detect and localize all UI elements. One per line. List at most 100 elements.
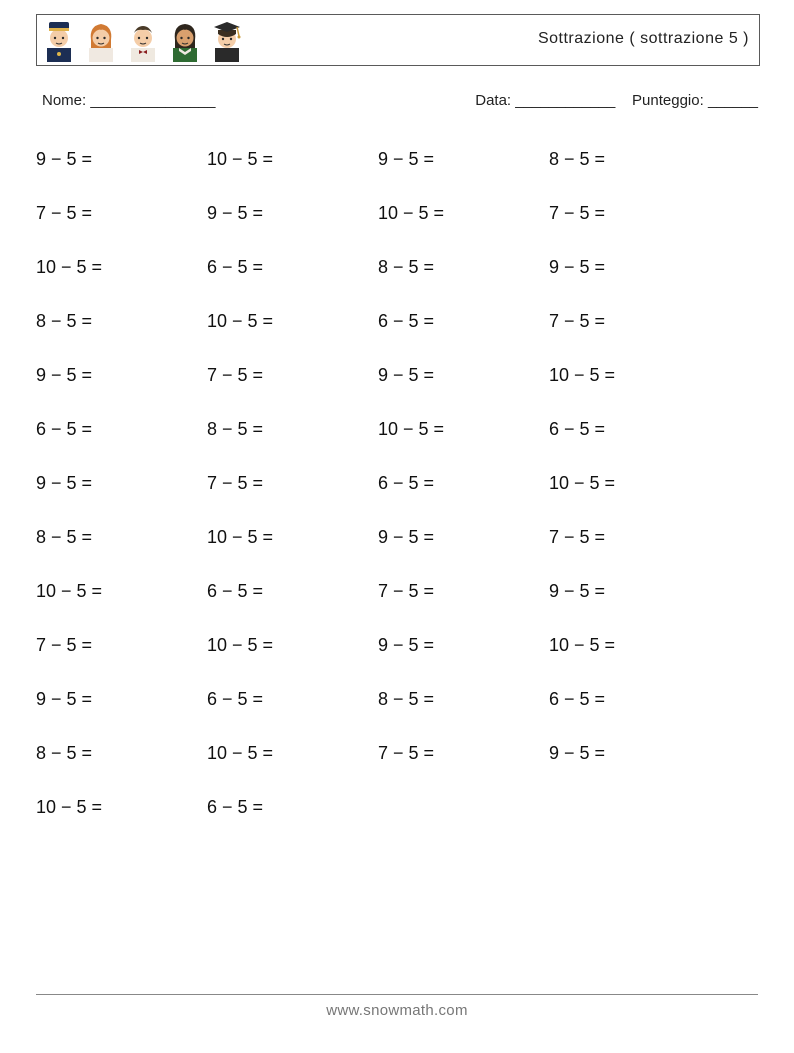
problem-text: 9 − 5 = <box>36 149 92 170</box>
problem-cell: 6 − 5 = <box>207 240 378 294</box>
problem-text: 8 − 5 = <box>207 419 263 440</box>
problem-row: 10 − 5 = 6 − 5 = 8 − 5 = 9 − 5 = <box>36 240 758 294</box>
problem-text: 8 − 5 = <box>36 527 92 548</box>
problem-cell: 10 − 5 = <box>378 186 549 240</box>
problem-text: 6 − 5 = <box>36 419 92 440</box>
problem-text: 8 − 5 = <box>549 149 605 170</box>
problem-cell: 6 − 5 = <box>549 402 720 456</box>
problem-cell: 8 − 5 = <box>378 240 549 294</box>
problem-cell <box>549 780 720 834</box>
problem-text: 6 − 5 = <box>549 419 605 440</box>
problem-text: 6 − 5 = <box>207 689 263 710</box>
problems-grid: 9 − 5 =10 − 5 =9 − 5 =8 − 5 =7 − 5 =9 − … <box>36 132 758 834</box>
problem-cell: 10 − 5 = <box>378 402 549 456</box>
problem-text: 10 − 5 = <box>549 365 615 386</box>
problem-cell: 9 − 5 = <box>549 240 720 294</box>
problem-text: 9 − 5 = <box>378 635 434 656</box>
problem-cell: 8 − 5 = <box>207 402 378 456</box>
problem-text: 10 − 5 = <box>549 635 615 656</box>
problem-cell: 6 − 5 = <box>207 564 378 618</box>
problem-text: 9 − 5 = <box>549 743 605 764</box>
problem-text: 10 − 5 = <box>36 581 102 602</box>
header-box: Sottrazione ( sottrazione 5 ) <box>36 14 760 66</box>
problem-text: 6 − 5 = <box>378 473 434 494</box>
footer-divider <box>36 994 758 995</box>
problem-text: 7 − 5 = <box>549 311 605 332</box>
problem-text: 7 − 5 = <box>36 203 92 224</box>
problem-text: 10 − 5 = <box>36 797 102 818</box>
problem-cell: 7 − 5 = <box>378 564 549 618</box>
avatar-police-icon <box>41 18 77 62</box>
problem-cell: 7 − 5 = <box>36 618 207 672</box>
problem-text: 8 − 5 = <box>378 689 434 710</box>
name-field-label: Nome: _______________ <box>42 92 215 109</box>
problem-cell: 10 − 5 = <box>207 132 378 186</box>
problem-row: 10 − 5 = 6 − 5 = 7 − 5 = 9 − 5 = <box>36 564 758 618</box>
problem-text: 9 − 5 = <box>36 365 92 386</box>
problem-row: 7 − 5 = 9 − 5 = 10 − 5 = 7 − 5 = <box>36 186 758 240</box>
problem-text: 9 − 5 = <box>36 473 92 494</box>
problem-text: 7 − 5 = <box>36 635 92 656</box>
problem-cell: 7 − 5 = <box>207 348 378 402</box>
problem-text: 7 − 5 = <box>378 743 434 764</box>
problem-text: 8 − 5 = <box>36 311 92 332</box>
problem-cell: 6 − 5 = <box>207 780 378 834</box>
problem-cell: 8 − 5 = <box>36 726 207 780</box>
problem-cell: 10 − 5 = <box>207 294 378 348</box>
problem-text: 7 − 5 = <box>378 581 434 602</box>
problem-text: 6 − 5 = <box>207 797 263 818</box>
problem-cell: 9 − 5 = <box>207 186 378 240</box>
info-row: Nome: _______________ Data: ____________… <box>36 92 758 116</box>
problem-text: 10 − 5 = <box>207 635 273 656</box>
avatar-woman-orange-icon <box>83 18 119 62</box>
avatar-woman-green-icon <box>167 18 203 62</box>
problem-text: 9 − 5 = <box>378 527 434 548</box>
problem-cell: 10 − 5 = <box>549 348 720 402</box>
problem-cell: 7 − 5 = <box>549 510 720 564</box>
problem-cell: 6 − 5 = <box>36 402 207 456</box>
problem-cell: 10 − 5 = <box>207 618 378 672</box>
problem-text: 6 − 5 = <box>207 581 263 602</box>
problem-cell: 7 − 5 = <box>549 294 720 348</box>
problem-text: 10 − 5 = <box>549 473 615 494</box>
problem-row: 9 − 5 =6 − 5 =8 − 5 =6 − 5 = <box>36 672 758 726</box>
problem-text: 10 − 5 = <box>207 311 273 332</box>
problem-cell: 9 − 5 = <box>36 132 207 186</box>
problem-text: 9 − 5 = <box>378 149 434 170</box>
problem-cell: 10 − 5 = <box>207 510 378 564</box>
problem-cell: 7 − 5 = <box>36 186 207 240</box>
problem-cell: 7 − 5 = <box>549 186 720 240</box>
avatar-row <box>41 18 251 62</box>
problem-text: 7 − 5 = <box>549 203 605 224</box>
problem-text: 10 − 5 = <box>207 743 273 764</box>
problem-text: 9 − 5 = <box>207 203 263 224</box>
problem-text: 10 − 5 = <box>378 419 444 440</box>
problem-row: 10 − 5 = 6 − 5 = <box>36 780 758 834</box>
problem-cell: 10 − 5 = <box>549 456 720 510</box>
score-field-label: Punteggio: ______ <box>632 92 758 109</box>
problem-row: 6 − 5 = 8 − 5 = 10 − 5 = 6 − 5 = <box>36 402 758 456</box>
problem-text: 6 − 5 = <box>207 257 263 278</box>
problem-cell: 8 − 5 = <box>36 510 207 564</box>
problem-cell: 7 − 5 = <box>207 456 378 510</box>
problem-text: 10 − 5 = <box>36 257 102 278</box>
problem-text: 10 − 5 = <box>378 203 444 224</box>
footer-text: www.snowmath.com <box>0 1002 794 1019</box>
problem-cell: 10 − 5 = <box>36 564 207 618</box>
problem-cell: 6 − 5 = <box>207 672 378 726</box>
problem-text: 7 − 5 = <box>207 365 263 386</box>
problem-cell: 8 − 5 = <box>549 132 720 186</box>
avatar-graduate-icon <box>209 18 245 62</box>
problem-cell: 7 − 5 = <box>378 726 549 780</box>
problem-text: 8 − 5 = <box>378 257 434 278</box>
problem-text: 9 − 5 = <box>36 689 92 710</box>
problem-cell: 9 − 5 = <box>378 348 549 402</box>
problem-cell <box>378 780 549 834</box>
problem-cell: 10 − 5 = <box>207 726 378 780</box>
problem-text: 9 − 5 = <box>378 365 434 386</box>
problem-text: 9 − 5 = <box>549 581 605 602</box>
problem-cell: 9 − 5 = <box>549 564 720 618</box>
problem-cell: 9 − 5 = <box>549 726 720 780</box>
problem-row: 8 − 5 = 10 − 5 =9 − 5 = 7 − 5 = <box>36 510 758 564</box>
problem-cell: 8 − 5 = <box>378 672 549 726</box>
